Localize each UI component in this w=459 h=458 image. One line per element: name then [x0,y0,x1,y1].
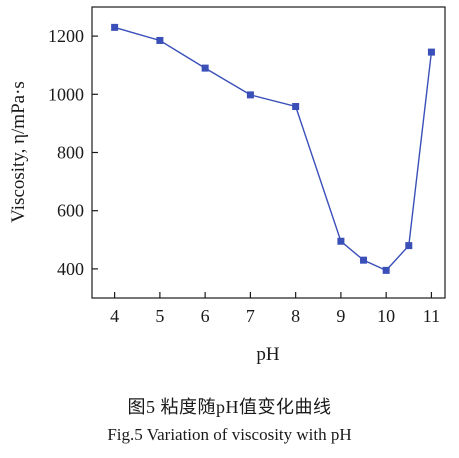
data-point-marker [292,103,300,111]
data-point-marker [405,242,413,250]
data-point-marker [156,36,164,44]
chart: Viscosity, η/mPa·s 4 5 6 7 8 9 10 11 400 600 800 10… [8,6,446,365]
data-point-marker [201,64,209,72]
y-tick-label: 800 [57,143,84,163]
data-point-marker [111,23,119,31]
figure-caption-chinese: 图5 粘度随pH值变化曲线 [127,397,332,417]
data-point-marker [382,266,390,274]
y-axis-label-group: Viscosity, η/mPa·s [8,81,29,223]
data-point-marker [246,91,254,99]
line-chart: Viscosity, η/mPa·s 4 5 6 7 8 9 10 11 400 600 800 10… [8,6,446,365]
y-tick-label: 600 [57,201,84,221]
plot-frame [91,6,446,299]
y-tick-label: 1200 [48,26,84,46]
x-axis-label: pH [256,344,280,365]
data-point-marker [337,237,345,245]
x-tick-label: 5 [155,306,164,326]
series-group [111,23,435,274]
y-tick-label: 400 [57,259,84,279]
figure-caption-english: Fig.5 Variation of viscosity with pH [107,425,352,444]
x-tick-label: 4 [110,306,119,326]
series-line [114,26,433,272]
x-tick-label: 6 [201,306,210,326]
x-tick-label: 8 [291,306,300,326]
y-tick-label: 1000 [48,84,84,104]
ticks-group: 4 5 6 7 8 9 10 11 400 600 800 1000 1200 [48,26,440,326]
x-tick-label: 11 [423,306,440,326]
x-tick-label: 9 [336,306,345,326]
x-tick-label: 7 [246,306,255,326]
data-point-marker [360,256,368,264]
data-point-marker [427,48,435,56]
y-axis-label: Viscosity, η/mPa·s [8,81,29,223]
x-tick-label: 10 [377,306,395,326]
